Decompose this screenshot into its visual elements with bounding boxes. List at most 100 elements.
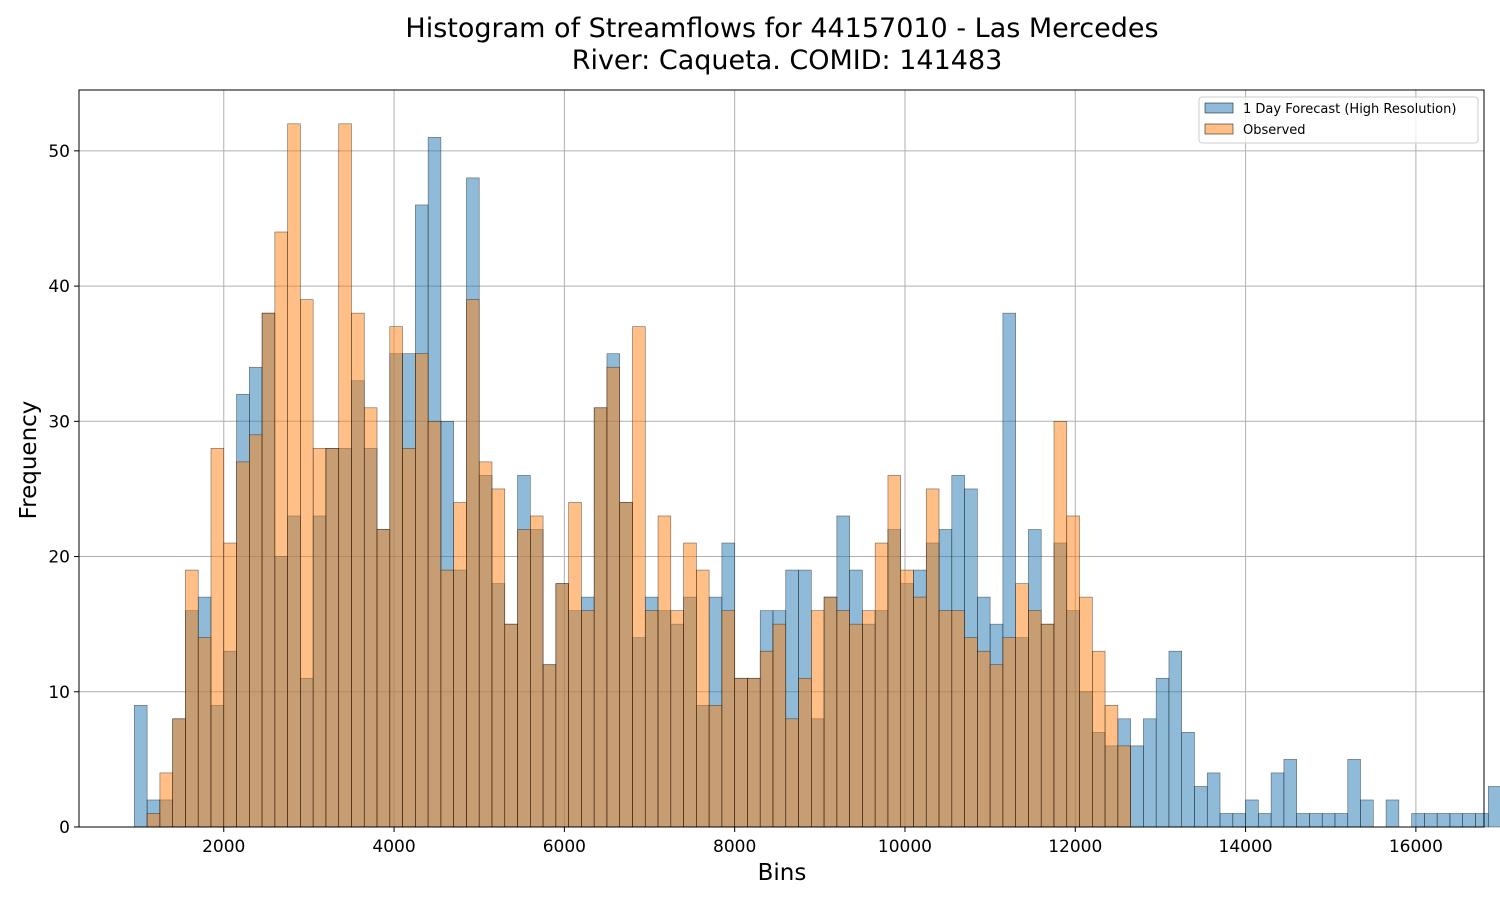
histogram-bar <box>261 312 276 828</box>
histogram-bar <box>772 623 787 828</box>
histogram-bar <box>1245 799 1259 828</box>
histogram-bar <box>798 677 812 828</box>
histogram-bar <box>900 569 914 828</box>
histogram-bar <box>938 610 953 828</box>
histogram-bar <box>1002 637 1016 828</box>
legend: 1 Day Forecast (High Resolution) Observe… <box>1198 96 1479 144</box>
histogram-bar <box>989 664 1004 828</box>
histogram-bar <box>593 407 608 828</box>
histogram-bar <box>300 299 314 828</box>
histogram-bar <box>1028 610 1042 828</box>
histogram-bar <box>644 610 659 828</box>
histogram-bar <box>1232 813 1246 828</box>
y-tick-label: 0 <box>59 818 70 838</box>
histogram-bar <box>1168 650 1183 828</box>
histogram-bar <box>708 704 723 828</box>
histogram-bar <box>555 583 569 828</box>
histogram-bar <box>721 610 735 828</box>
histogram-bar <box>134 704 148 828</box>
histogram-bar <box>338 123 352 828</box>
histogram-bar <box>657 515 672 828</box>
histogram-bar <box>389 326 403 828</box>
histogram-bar <box>312 448 327 828</box>
y-tick-label: 50 <box>48 142 70 162</box>
histogram-bar <box>1206 772 1221 828</box>
axis-ticks: 2000 4000 6000 8000 10000 12000 14000 16000 0 10 2… <box>48 142 1443 857</box>
histogram-bar <box>1130 745 1144 828</box>
histogram-bar <box>351 312 365 828</box>
histogram-bar <box>1436 813 1451 828</box>
histogram-bar <box>1334 813 1349 828</box>
histogram-bar <box>951 610 965 828</box>
chart-title: Histogram of Streamflows for 44157010 - … <box>405 13 1158 44</box>
histogram-bar <box>759 650 774 828</box>
histogram-bar <box>427 421 442 828</box>
histogram-bar <box>1321 813 1336 828</box>
histogram-bar <box>606 366 621 828</box>
histogram-bar <box>185 569 199 828</box>
x-tick-label: 10000 <box>878 837 932 857</box>
histogram-bar <box>1219 813 1234 828</box>
x-tick-label: 2000 <box>202 837 245 857</box>
histogram-bar <box>1475 813 1489 828</box>
histogram-bar <box>619 502 633 828</box>
histogram-bar <box>1143 718 1157 828</box>
histogram-bar <box>287 123 301 828</box>
histogram-bar <box>964 637 978 828</box>
histogram-bar <box>823 596 838 828</box>
x-axis-label: Bins <box>758 860 807 886</box>
histogram-bar <box>1487 786 1500 828</box>
histogram-bar <box>632 326 646 828</box>
histogram-bar <box>1283 759 1297 828</box>
histogram-bar <box>1155 677 1170 828</box>
histogram-bar <box>1015 583 1029 828</box>
histogram-bar <box>1449 813 1464 828</box>
histogram-bar <box>1181 732 1195 828</box>
histogram-bar <box>172 718 186 828</box>
legend-swatch-observed <box>1204 123 1234 135</box>
histogram-bar <box>1347 759 1361 828</box>
histogram-bar <box>1296 813 1310 828</box>
histogram-bar <box>1309 813 1323 828</box>
histogram-bar <box>236 461 250 828</box>
histogram-bar <box>1270 772 1285 828</box>
histogram-bar <box>670 610 684 828</box>
histogram-bar <box>453 502 467 828</box>
histogram-bar <box>836 610 850 828</box>
histogram-bar <box>862 610 876 828</box>
y-tick-label: 10 <box>48 683 70 703</box>
histogram-bar <box>542 664 557 828</box>
histogram-bar <box>1411 813 1425 828</box>
histogram-bar <box>925 488 940 828</box>
histogram-bar <box>1194 786 1208 828</box>
histogram-bar <box>363 407 378 828</box>
histogram-bar <box>568 502 582 828</box>
x-tick-label: 12000 <box>1048 837 1102 857</box>
x-tick-label: 16000 <box>1389 837 1443 857</box>
histogram-bar <box>1079 596 1093 828</box>
legend-box <box>1198 96 1479 144</box>
y-axis-label: Frequency <box>16 401 42 520</box>
histogram-bar <box>1258 813 1272 828</box>
histogram-bar <box>811 610 825 828</box>
histogram-bar <box>478 461 493 828</box>
x-tick-label: 14000 <box>1219 837 1273 857</box>
histogram-bar <box>415 353 429 828</box>
histogram-bar <box>849 623 863 828</box>
legend-swatch-forecast <box>1204 102 1234 114</box>
histogram-bar <box>913 596 927 828</box>
histogram-bar <box>1092 650 1106 828</box>
histogram-bar <box>1117 745 1131 828</box>
histogram-bar <box>517 529 531 828</box>
histogram-bar <box>1104 704 1119 828</box>
histogram-bar <box>210 448 225 828</box>
y-tick-label: 20 <box>48 548 70 568</box>
histogram-bar <box>274 231 288 828</box>
histogram-bar <box>249 434 263 828</box>
histogram-bar <box>402 448 416 828</box>
histogram-bar <box>325 448 340 828</box>
x-tick-label: 4000 <box>372 837 415 857</box>
histogram-bar <box>747 677 761 828</box>
histogram-bar <box>734 677 748 828</box>
